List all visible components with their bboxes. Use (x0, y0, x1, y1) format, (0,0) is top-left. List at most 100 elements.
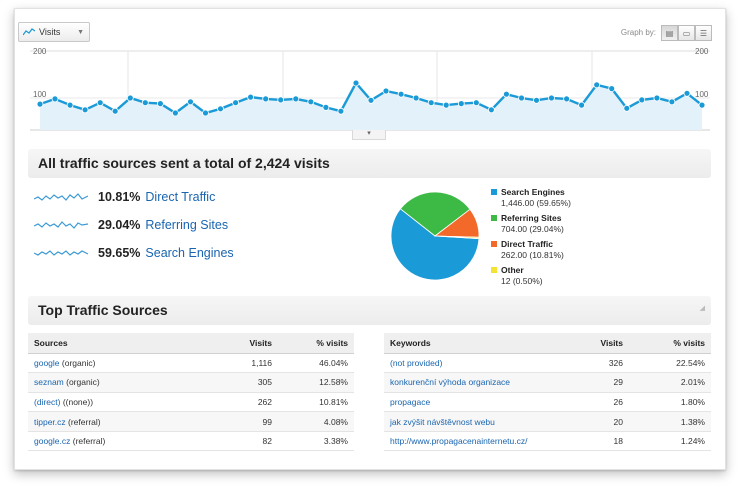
pct-cell: 2.01% (629, 372, 711, 393)
table-row: tipper.cz (referral) 99 4.08% (28, 411, 354, 432)
pie-slice[interactable] (390, 208, 480, 281)
pie-slice[interactable] (434, 235, 480, 240)
visits-cell: 20 (569, 411, 629, 432)
source-line-search: 59.65% Search Engines (34, 246, 234, 260)
table-row: propagace 26 1.80% (384, 392, 711, 413)
graph-by-buttons: ▤ ▭ ☰ (661, 25, 712, 41)
source-pct: 10.81% (98, 190, 141, 204)
col-header-pct: % visits (629, 333, 711, 354)
col-header-pct: % visits (278, 333, 354, 354)
keyword-link[interactable]: jak zvýšit návštěvnost webu (390, 416, 495, 427)
keyword-link[interactable]: (not provided) (390, 357, 443, 368)
legend-name: Direct Traffic (501, 239, 553, 249)
sparkline-icon (34, 250, 88, 256)
top-sources-heading: Top Traffic Sources ◢ (28, 296, 711, 325)
visits-cell: 99 (208, 411, 278, 432)
legend-item: Search Engines 1,446.00 (59.65%) (491, 187, 571, 208)
source-link[interactable]: google (34, 357, 60, 368)
calendar-day-icon: ▤ (665, 28, 674, 38)
metric-dropdown[interactable]: Visits ▼ (18, 22, 90, 42)
col-header-visits: Visits (569, 333, 629, 354)
source-medium: (organic) (63, 377, 100, 388)
pie-legend: Search Engines 1,446.00 (59.65%) Referri… (491, 187, 571, 291)
table-row: (not provided) 326 22.54% (384, 353, 711, 374)
keyword-link[interactable]: konkurenční výhoda organizace (390, 377, 511, 388)
pct-cell: 22.54% (629, 353, 711, 374)
legend-name: Referring Sites (501, 213, 562, 223)
sources-table: Sources Visits % visits google (organic)… (28, 333, 354, 452)
top-sources-title: Top Traffic Sources (38, 302, 168, 318)
legend-value: 262.00 (10.81%) (501, 250, 564, 260)
pie-slice[interactable] (399, 191, 471, 237)
graph-by-week-button[interactable]: ▭ (678, 25, 695, 41)
legend-item: Other 12 (0.50%) (491, 265, 571, 286)
pct-cell: 1.38% (629, 411, 711, 432)
legend-name: Search Engines (501, 187, 565, 197)
keyword-link[interactable]: http://www.propagacenainternetu.cz/ (390, 436, 528, 447)
visits-cell: 82 (208, 431, 278, 452)
table-row: konkurenční výhoda organizace 29 2.01% (384, 372, 711, 393)
table-header-row: Sources Visits % visits (28, 333, 354, 354)
source-medium: (referral) (70, 436, 106, 447)
table-row: google.cz (referral) 82 3.38% (28, 431, 354, 452)
visits-cell: 326 (569, 353, 629, 374)
legend-value: 12 (0.50%) (501, 276, 543, 286)
metric-label: Visits (39, 27, 61, 37)
legend-swatch (491, 267, 497, 273)
source-link-direct-traffic[interactable]: Direct Traffic (145, 190, 216, 204)
summary-title: All traffic sources sent a total of 2,42… (38, 155, 330, 171)
source-link[interactable]: seznam (34, 377, 64, 388)
caret-down-icon: ▾ (367, 130, 371, 137)
sparkline-icon (34, 221, 88, 229)
legend-item: Direct Traffic 262.00 (10.81%) (491, 239, 571, 260)
sparkline-icon (34, 193, 88, 201)
pct-cell: 1.80% (629, 392, 711, 413)
table-row: http://www.propagacenainternetu.cz/ 18 1… (384, 431, 711, 452)
source-pct: 29.04% (98, 218, 141, 232)
legend-item: Referring Sites 704.00 (29.04%) (491, 213, 571, 234)
legend-swatch (491, 189, 497, 195)
summary-heading: All traffic sources sent a total of 2,42… (28, 149, 711, 178)
legend-swatch (491, 215, 497, 221)
pct-cell: 4.08% (278, 411, 354, 432)
table-row: (direct) ((none)) 262 10.81% (28, 392, 354, 413)
visits-cell: 305 (208, 372, 278, 393)
table-header-row: Keywords Visits % visits (384, 333, 711, 354)
visits-cell: 26 (569, 392, 629, 413)
pct-cell: 12.58% (278, 372, 354, 393)
source-link-referring-sites[interactable]: Referring Sites (145, 218, 229, 232)
graph-by-month-button[interactable]: ☰ (695, 25, 712, 41)
source-pct: 59.65% (98, 246, 141, 260)
legend-name: Other (501, 265, 524, 275)
pct-cell: 10.81% (278, 392, 354, 413)
pct-cell: 46.04% (278, 353, 354, 374)
source-medium: (referral) (65, 416, 101, 427)
source-medium: ((none)) (60, 396, 94, 407)
collapse-chart-button[interactable]: ▾ (352, 130, 386, 140)
visits-cell: 1,116 (208, 353, 278, 374)
source-line-direct: 10.81% Direct Traffic (34, 190, 215, 204)
table-row: seznam (organic) 305 12.58% (28, 372, 354, 393)
graph-by-day-button[interactable]: ▤ (661, 25, 678, 41)
table-row: google (organic) 1,116 46.04% (28, 353, 354, 374)
calendar-week-icon: ▭ (682, 28, 691, 38)
chevron-down-icon: ▼ (77, 28, 84, 36)
source-link-search-engines[interactable]: Search Engines (145, 246, 234, 260)
col-header-keywords: Keywords (384, 333, 569, 354)
calendar-month-icon: ☰ (699, 28, 708, 38)
source-line-referring: 29.04% Referring Sites (34, 218, 228, 232)
source-link[interactable]: (direct) (34, 396, 61, 407)
visits-cell: 18 (569, 431, 629, 452)
legend-swatch (491, 241, 497, 247)
legend-value: 1,446.00 (59.65%) (501, 198, 571, 208)
resize-grip-icon: ◢ (699, 305, 705, 312)
pct-cell: 3.38% (278, 431, 354, 452)
keywords-table: Keywords Visits % visits (not provided) … (384, 333, 711, 452)
line-chart-icon (23, 28, 35, 36)
source-link[interactable]: tipper.cz (34, 416, 66, 427)
pct-cell: 1.24% (629, 431, 711, 452)
source-link[interactable]: google.cz (34, 436, 71, 447)
table-row: jak zvýšit návštěvnost webu 20 1.38% (384, 411, 711, 432)
traffic-pie-chart (390, 191, 480, 281)
keyword-link[interactable]: propagace (390, 396, 431, 407)
